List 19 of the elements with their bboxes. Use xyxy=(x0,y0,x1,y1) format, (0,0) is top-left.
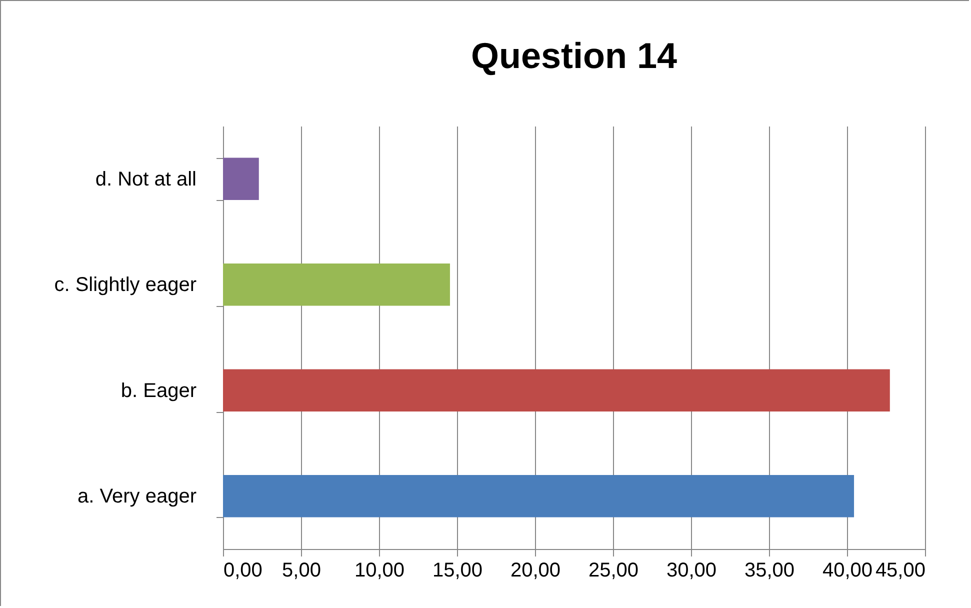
x-tick-label: 35,00 xyxy=(744,560,795,582)
y-tick-label: d. Not at all xyxy=(95,168,196,190)
y-tick-label: a. Very eager xyxy=(78,486,197,508)
bar xyxy=(223,474,854,518)
y-tick-label: c. Slightly eager xyxy=(54,274,197,296)
bar xyxy=(223,263,450,306)
x-tick-label: 15,00 xyxy=(432,560,483,582)
x-tick-label: 0,00 xyxy=(224,560,262,582)
x-tick-label: 5,00 xyxy=(282,560,321,582)
y-tick-label: b. Eager xyxy=(120,380,197,402)
x-tick-label: 40,00 xyxy=(822,560,873,582)
bar xyxy=(223,158,259,200)
x-tick-label: 25,00 xyxy=(588,560,639,582)
x-tick-label: 45,00 xyxy=(875,560,926,582)
chart-title: Question 14 xyxy=(470,35,678,76)
x-tick-label: 20,00 xyxy=(510,560,561,582)
bar xyxy=(223,369,890,412)
x-tick-label: 10,00 xyxy=(354,560,405,582)
x-tick-label: 30,00 xyxy=(666,560,717,582)
